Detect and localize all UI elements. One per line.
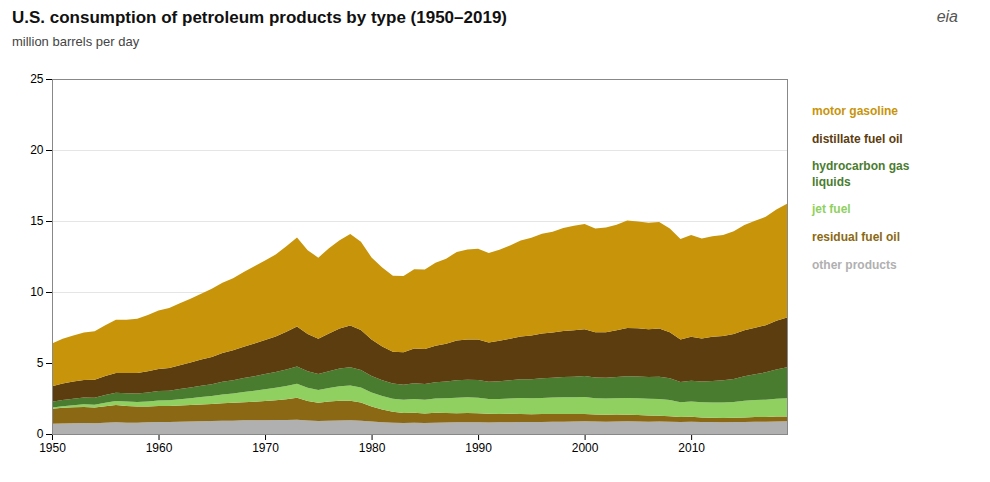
html-text:residual fuel oil: residual fuel oil: [812, 230, 900, 244]
svg-text:1960: 1960: [146, 441, 173, 455]
svg-text:15: 15: [30, 214, 44, 228]
svg-text:1990: 1990: [465, 441, 492, 455]
svg-text:2010: 2010: [678, 441, 705, 455]
html-text:jet fuel: jet fuel: [812, 202, 851, 217]
svg-text:0: 0: [37, 427, 44, 441]
svg-text:1970: 1970: [252, 441, 279, 455]
svg-text:20: 20: [30, 143, 44, 157]
html-text:other products: other products: [812, 257, 897, 272]
html-text:hydrocarbon gas liquids: hydrocarbon gas liquids: [812, 159, 910, 189]
html-text:million barrels per day: million barrels per day: [12, 34, 140, 49]
html-text:motor gasoline: motor gasoline: [812, 104, 898, 118]
svg-text:2000: 2000: [572, 441, 599, 455]
svg-text:1980: 1980: [359, 441, 386, 455]
svg-text:10: 10: [30, 285, 44, 299]
svg-text:25: 25: [30, 72, 44, 86]
html-text:distillate fuel oil: distillate fuel oil: [812, 131, 903, 146]
html-text:U.S. consumption of petroleum: U.S. consumption of petroleum products b…: [12, 8, 507, 27]
svg-text:1950: 1950: [39, 441, 66, 455]
svg-text:5: 5: [37, 356, 44, 370]
html-text:eia: eia: [936, 8, 958, 25]
